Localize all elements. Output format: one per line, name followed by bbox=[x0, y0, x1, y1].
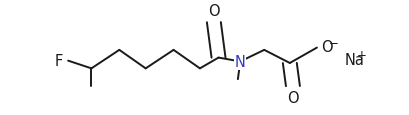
Text: Na: Na bbox=[344, 52, 364, 67]
Text: +: + bbox=[357, 48, 366, 61]
Text: N: N bbox=[235, 55, 246, 69]
Text: −: − bbox=[328, 37, 338, 50]
Text: O: O bbox=[208, 4, 220, 19]
Text: O: O bbox=[287, 90, 299, 105]
Text: F: F bbox=[54, 54, 63, 69]
Text: O: O bbox=[321, 40, 333, 55]
